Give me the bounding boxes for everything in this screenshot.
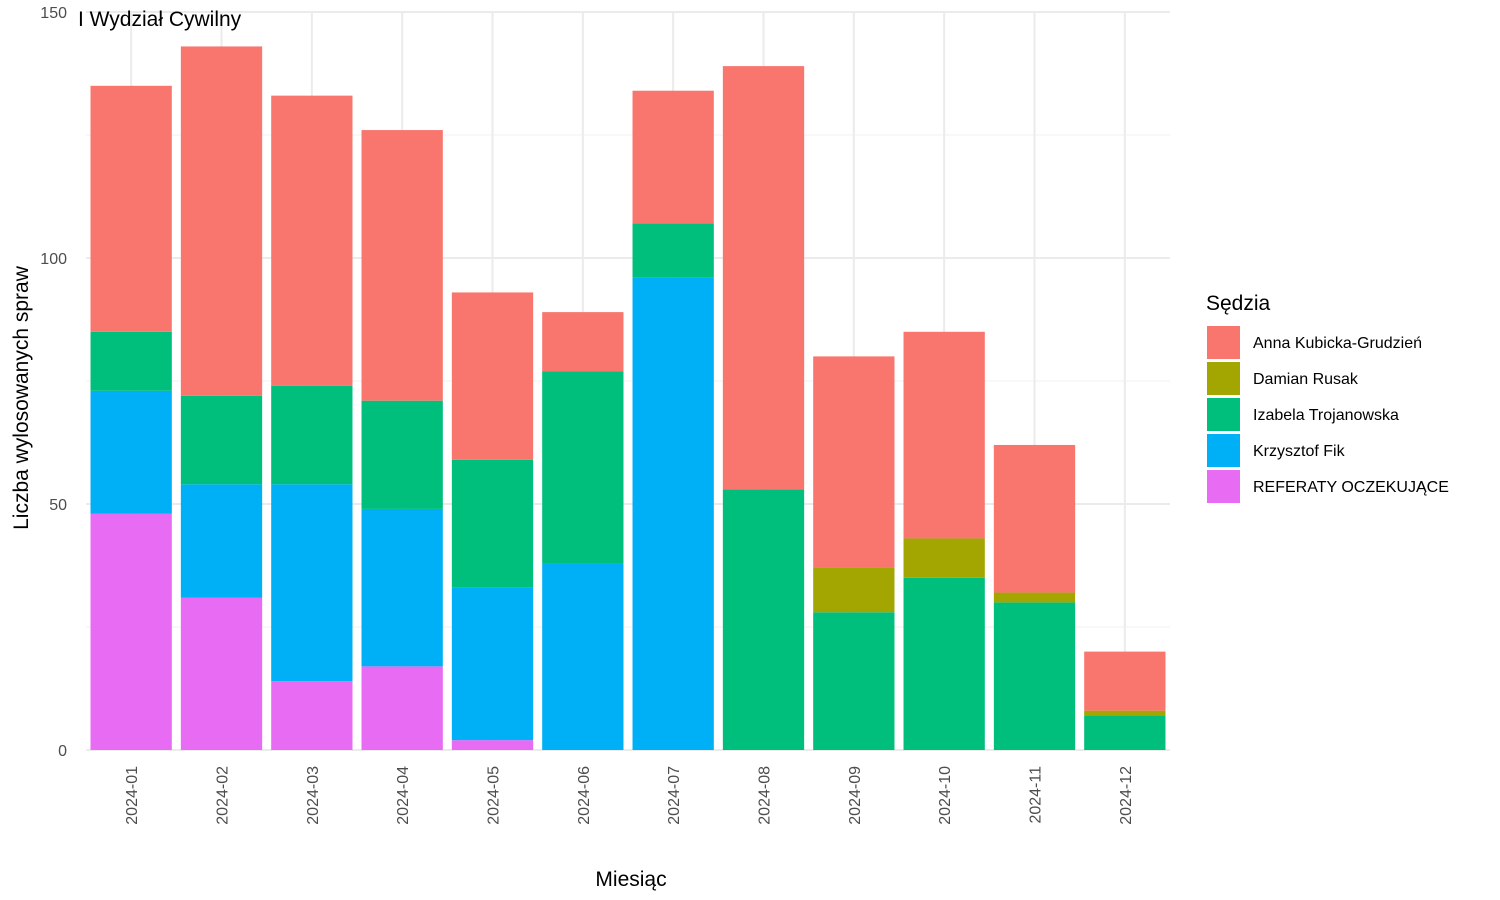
y-tick-label: 50	[49, 497, 67, 514]
legend-swatch	[1207, 434, 1240, 467]
y-tick-label: 150	[40, 5, 67, 22]
legend-label: Krzysztof Fik	[1253, 443, 1346, 460]
bar-segment	[451, 740, 534, 750]
x-tick-label: 2024-04	[395, 766, 412, 825]
bar-segment	[632, 223, 714, 278]
bar-segment	[90, 85, 172, 332]
bar-segment	[993, 602, 1076, 750]
x-tick-label: 2024-07	[666, 766, 683, 825]
x-tick-label: 2024-02	[215, 766, 232, 825]
x-tick-label: 2024-12	[1118, 766, 1135, 825]
bar-segment	[180, 484, 263, 598]
legend-swatch	[1207, 398, 1240, 431]
bar-segment	[361, 666, 443, 750]
bar-segment	[542, 563, 624, 750]
bar-segment	[451, 459, 534, 588]
x-tick-label: 2024-10	[937, 766, 954, 825]
x-tick-label: 2024-11	[1028, 766, 1045, 824]
bar-segment	[361, 508, 443, 667]
legend-title: Sędzia	[1206, 292, 1271, 315]
bar-segment	[180, 597, 263, 750]
bar-segment	[722, 66, 805, 490]
bar-segment	[271, 385, 353, 485]
bar-segment	[271, 681, 353, 750]
bar-segment	[451, 587, 534, 741]
bar-segment	[90, 331, 172, 391]
bar-segment	[632, 90, 714, 224]
bar-segment	[813, 567, 895, 613]
bar-segment	[813, 356, 895, 568]
legend-label: Damian Rusak	[1253, 371, 1359, 388]
bar-segment	[1084, 710, 1166, 716]
legend-swatch	[1207, 362, 1240, 395]
bar-segment	[813, 612, 895, 750]
legend-label: Anna Kubicka-Grudzień	[1253, 335, 1422, 352]
bar-segment	[361, 400, 443, 509]
bar-segment	[451, 292, 534, 460]
bar-segment	[903, 577, 985, 750]
bar-segment	[993, 592, 1076, 603]
bar-segment	[180, 46, 263, 396]
legend: Sędzia Anna Kubicka-Grudzień Damian Rusak…	[1206, 292, 1449, 503]
bar-segment	[903, 331, 985, 539]
y-axis-title: Liczba wylosowanych spraw	[10, 265, 33, 530]
bar-segment	[903, 538, 985, 578]
bar-segment	[1084, 651, 1166, 711]
y-tick-label: 0	[58, 743, 67, 760]
legend-swatch	[1207, 470, 1240, 503]
x-tick-label: 2024-06	[576, 766, 593, 825]
bar-segment	[90, 390, 172, 514]
bar-segment	[1084, 715, 1166, 750]
bar-segment	[271, 95, 353, 386]
bar-segment	[361, 130, 443, 401]
bar-segment	[542, 371, 624, 564]
x-tick-label: 2024-03	[305, 766, 322, 825]
bar-segment	[90, 513, 172, 750]
x-tick-label: 2024-05	[486, 766, 503, 825]
legend-swatch	[1207, 326, 1240, 359]
legend-label: REFERATY OCZEKUJĄCE	[1253, 479, 1449, 496]
legend-label: Izabela Trojanowska	[1253, 407, 1399, 424]
x-tick-label: 2024-01	[124, 766, 141, 825]
x-axis-title: Miesiąc	[595, 868, 666, 891]
bar-segment	[632, 277, 714, 750]
x-tick-label: 2024-09	[847, 766, 864, 825]
x-tick-label: 2024-08	[757, 766, 774, 825]
bar-segment	[993, 444, 1076, 593]
bar-segment	[722, 489, 805, 750]
bar-segment	[180, 395, 263, 485]
x-axis-ticks: 2024-01 2024-02 2024-03 2024-04 2024-05 2024-…	[124, 766, 1135, 825]
bars	[90, 46, 1166, 750]
y-tick-label: 100	[40, 251, 67, 268]
chart-title: I Wydział Cywilny	[78, 8, 242, 31]
bar-segment	[542, 312, 624, 372]
y-axis-ticks: 0 50 100 150	[40, 5, 67, 760]
bar-segment	[271, 484, 353, 682]
